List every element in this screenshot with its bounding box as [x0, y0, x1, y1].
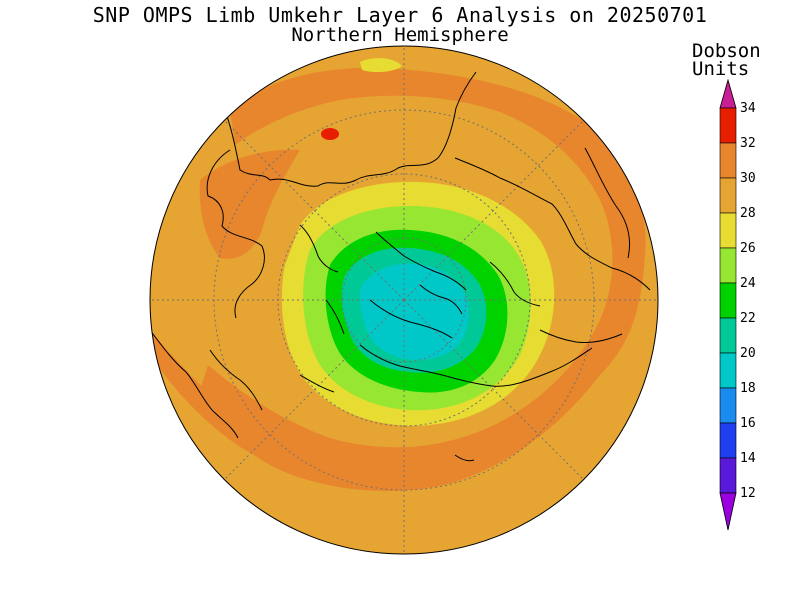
colorbar-swatch-30-32: [719, 142, 737, 179]
colorbar-tick-32: 32: [740, 136, 756, 151]
globe-outline: [149, 45, 659, 555]
colorbar-units-label-2: Units: [692, 58, 750, 80]
map-title: SNP OMPS Limb Umkehr Layer 6 Analysis on…: [92, 3, 708, 27]
colorbar-swatch-18-20: [719, 352, 737, 389]
colorbar-swatch-22-24: [719, 282, 737, 319]
colorbar-tick-18: 18: [740, 381, 756, 396]
ozone-contours: [150, 46, 658, 554]
colorbar-swatch-14-16: [719, 422, 737, 459]
colorbar-arrow-top: [719, 78, 737, 109]
contour-30-32-east: [150, 330, 330, 467]
colorbar-tick-12: 12: [740, 486, 756, 501]
coastlines: [150, 71, 651, 462]
colorbar-tick-14: 14: [740, 451, 756, 466]
colorbar-swatch-32-34: [719, 107, 737, 144]
colorbar-tick-30: 30: [740, 171, 756, 186]
contour-32-34-blob: [321, 128, 339, 140]
contour-30-32: [200, 67, 646, 492]
colorbar-tick-22: 22: [740, 311, 756, 326]
colorbar-tick-26: 26: [740, 241, 756, 256]
colorbar-tick-20: 20: [740, 346, 756, 361]
colorbar-swatch-20-22: [719, 317, 737, 354]
colorbar-tick-24: 24: [740, 276, 756, 291]
colorbar-swatch-28-30: [719, 177, 737, 214]
colorbar-swatch-24-26: [719, 247, 737, 284]
colorbar-arrow-bottom: [719, 492, 737, 531]
colorbar-swatch-12-14: [719, 457, 737, 494]
colorbar-swatch-16-18: [719, 387, 737, 424]
colorbar-tick-16: 16: [740, 416, 756, 431]
map-subtitle: Northern Hemisphere: [291, 24, 509, 46]
graticule: [150, 46, 658, 554]
contour-18-20: [359, 263, 469, 360]
contour-26-28-top: [360, 58, 402, 73]
colorbar-units-label-1: Dobson: [692, 40, 761, 62]
colorbar-tick-34: 34: [740, 101, 756, 116]
colorbar-swatch-26-28: [719, 212, 737, 249]
colorbar-tick-28: 28: [740, 206, 756, 221]
colorbar: 34 32 30 28 26 24 22 20 18 16 14 12: [719, 78, 756, 531]
contour-30-32-west: [199, 149, 300, 259]
